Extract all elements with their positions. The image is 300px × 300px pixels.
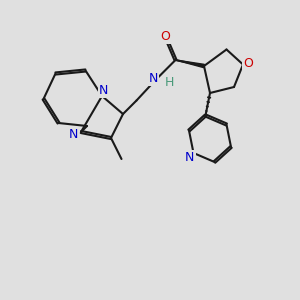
Text: N: N xyxy=(149,71,158,85)
Text: H: H xyxy=(165,76,174,89)
Text: N: N xyxy=(185,151,195,164)
Text: N: N xyxy=(69,128,78,142)
Polygon shape xyxy=(176,60,204,68)
Text: O: O xyxy=(244,56,253,70)
Text: O: O xyxy=(160,29,170,43)
Text: N: N xyxy=(99,83,108,97)
